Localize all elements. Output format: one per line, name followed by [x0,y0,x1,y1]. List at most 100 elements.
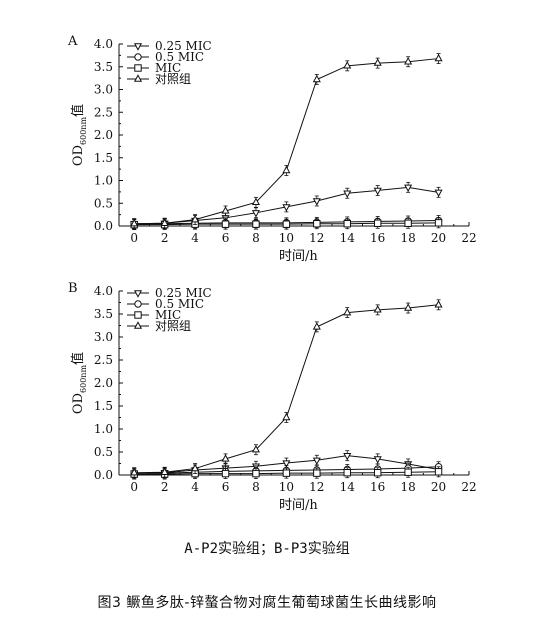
data-point [312,74,321,83]
data-point [252,220,260,228]
y-tick-label: 0.5 [94,445,113,459]
x-tick-label: 10 [279,231,294,245]
data-point [221,220,230,228]
data-point [251,444,260,453]
chart-panel-a: A 0.0 0.5 1.0 1.5 2.0 2.5 3.0 3.5 4.0 0 2 4 6 8 10 12 14 1… [67,34,477,264]
legend-label: 0.25 MIC [155,39,212,53]
data-point [191,463,200,472]
subfigure-caption: A-P2实验组；B-P3实验组 [184,541,350,557]
legend-marker [134,64,142,72]
y-axis-label: OD600nm值 [70,352,88,414]
data-point [221,454,230,462]
x-tick-label: 8 [252,231,260,245]
legend-label: 0.5 MIC [155,297,204,311]
x-tick-label: 4 [191,480,199,494]
x-tick-label: 2 [161,231,169,245]
data-point [434,189,443,198]
legend-label: 0.5 MIC [155,50,204,64]
data-point [313,220,321,228]
data-point [404,468,412,476]
y-tick-label: 3.0 [94,83,113,97]
x-tick-label: 18 [400,231,415,245]
legend-label: MIC [155,308,181,322]
x-tick-label: 8 [252,480,260,494]
x-tick-label: 20 [431,231,446,245]
data-point [282,204,291,212]
legend-label: 0.25 MIC [155,286,212,300]
x-axis-label: 时间/h [279,498,318,513]
legend-label: 对照组 [155,319,191,333]
data-point [343,452,352,461]
data-point [252,469,260,478]
x-tick-label: 0 [130,480,138,494]
data-point [434,468,443,476]
y-tick-label: 2.5 [94,353,113,367]
x-tick-label: 12 [309,480,324,494]
data-point [221,469,230,478]
y-tick-label: 4.0 [94,37,113,51]
x-tick-label: 2 [161,480,169,494]
data-point [282,220,291,228]
legend-marker [133,43,143,51]
data-point [221,206,230,214]
x-tick-label: 22 [461,231,476,245]
data-point [404,184,413,193]
data-point [434,219,443,227]
legend-marker [134,311,142,319]
data-point [312,198,321,206]
y-tick-label: 2.0 [94,376,113,390]
y-tick-label: 3.0 [94,330,113,344]
y-tick-label: 2.0 [94,128,113,142]
data-point [434,300,443,308]
panel-label: A [67,34,78,49]
x-tick-label: 22 [461,480,476,494]
data-point [313,469,321,477]
x-tick-label: 6 [222,480,230,494]
data-point [282,460,291,468]
y-tick-label: 3.5 [94,60,113,74]
x-tick-label: 12 [309,231,324,245]
legend-marker [133,321,143,329]
x-tick-label: 20 [431,480,446,494]
data-point [312,457,321,466]
panel-label: B [68,281,78,296]
data-point [251,210,260,218]
series-3 [130,299,443,479]
y-tick-label: 1.0 [94,174,113,188]
y-tick-label: 1.0 [94,422,113,436]
x-tick-label: 0 [130,231,138,245]
data-point [373,219,382,227]
series-3 [130,53,443,230]
x-tick-label: 16 [370,231,385,245]
legend-marker [134,300,142,308]
data-point [343,61,352,69]
figure-caption: 图3 鳜鱼多肽-锌螯合物对腐生葡萄球菌生长曲线影响 [97,595,437,611]
data-point [282,469,291,477]
data-point [191,214,200,223]
data-point [282,412,291,421]
y-tick-label: 0.0 [94,219,113,233]
data-point [404,303,413,311]
y-axis-label: OD600nm值 [70,104,88,166]
data-point [343,469,351,477]
y-tick-label: 0.5 [94,196,113,210]
data-point [160,218,169,226]
data-point [130,467,139,476]
y-tick-label: 1.5 [94,399,113,413]
y-tick-label: 1.5 [94,151,113,165]
data-point [282,165,291,174]
x-tick-label: 16 [370,480,385,494]
data-point [343,307,352,316]
data-point [404,219,412,227]
data-point [373,305,382,313]
x-tick-label: 6 [222,231,230,245]
data-point [434,53,443,62]
legend-marker [133,74,143,82]
x-tick-label: 10 [279,480,294,494]
chart-panel-b: B 0.0 0.5 1.0 1.5 2.0 2.5 3.0 3.5 4.0 0 2 4 6 8 10 12 14 1… [68,281,477,513]
y-tick-label: 4.0 [94,284,113,298]
x-tick-label: 4 [191,231,199,245]
data-point [373,58,382,66]
